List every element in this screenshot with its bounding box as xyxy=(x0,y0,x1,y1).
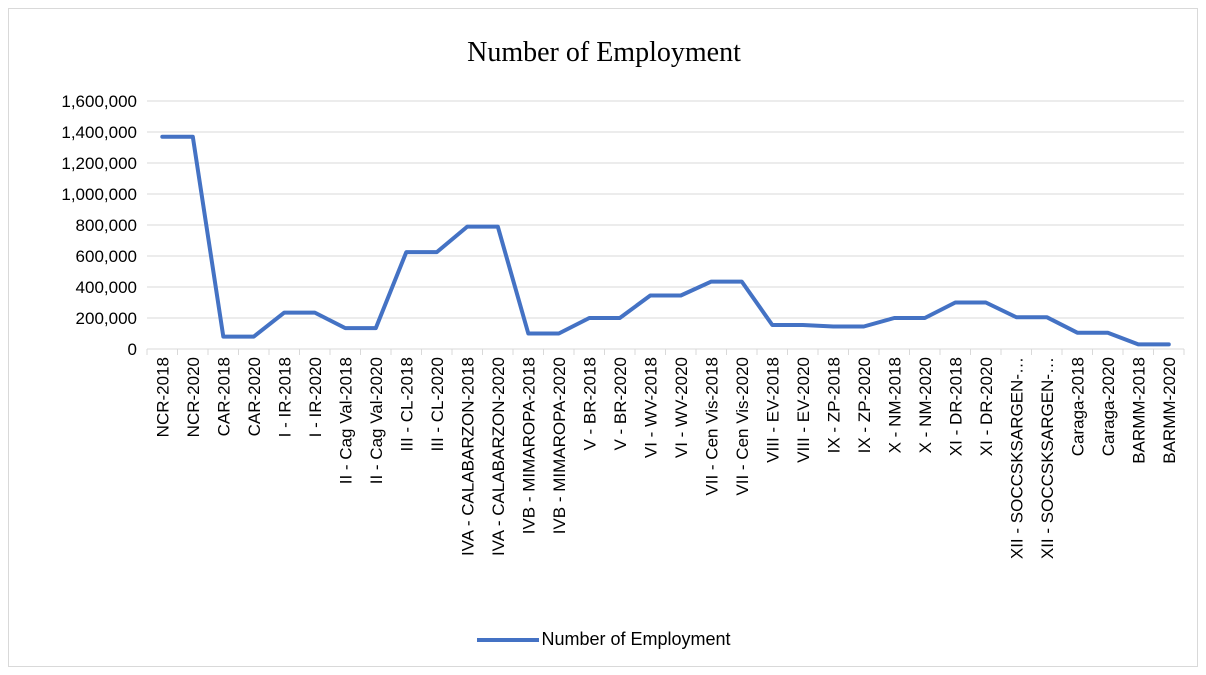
x-tick-label: IVB - MIMAROPA-2020 xyxy=(550,357,569,534)
y-tick-label: 200,000 xyxy=(76,309,137,328)
x-tick-label: II - Cag Val-2018 xyxy=(336,357,355,484)
x-tick-label: I - IR-2020 xyxy=(306,357,325,437)
x-tick-label: CAR-2020 xyxy=(245,357,264,436)
x-tick-label: VI - WV-2020 xyxy=(672,357,691,458)
series-line xyxy=(160,134,1171,347)
x-tick-label: VIII - EV-2018 xyxy=(763,357,782,463)
y-tick-label: 0 xyxy=(128,340,137,359)
x-tick-label: VIII - EV-2020 xyxy=(794,357,813,463)
x-tick-label: VII - Cen Vis-2018 xyxy=(702,357,721,496)
chart-frame: Number of Employment 0 200,000 400,000 600,… xyxy=(8,8,1198,667)
x-tick-label: III - CL-2020 xyxy=(428,357,447,452)
x-tick-label: Caraga-2020 xyxy=(1099,357,1118,456)
chart-title: Number of Employment xyxy=(467,37,741,68)
x-tick-label: XII - SOCCSKSARGEN-… xyxy=(1007,357,1026,559)
x-tick-label: NCR-2020 xyxy=(184,357,203,437)
x-tick-label: IVA - CALABARZON-2020 xyxy=(489,357,508,556)
x-tick-label: X - NM-2018 xyxy=(885,357,904,453)
x-tick-label: I - IR-2018 xyxy=(275,357,294,437)
x-tick-label: VI - WV-2018 xyxy=(641,357,660,458)
y-tick-label: 600,000 xyxy=(76,247,137,266)
y-tick-label: 1,200,000 xyxy=(61,154,137,173)
x-tick-label: III - CL-2018 xyxy=(397,357,416,452)
y-tick-label: 1,600,000 xyxy=(61,92,137,111)
x-tick-label: V - BR-2020 xyxy=(611,357,630,451)
y-tick-label: 1,000,000 xyxy=(61,185,137,204)
legend-swatch xyxy=(477,637,540,642)
x-tick-label: VII - Cen Vis-2020 xyxy=(733,357,752,496)
y-tick-label: 400,000 xyxy=(76,278,137,297)
x-tick-label: BARMM-2018 xyxy=(1129,357,1148,464)
x-tick-label: XI - DR-2020 xyxy=(977,357,996,456)
x-tick-label: IX - ZP-2020 xyxy=(855,357,874,453)
x-tick-label: V - BR-2018 xyxy=(580,357,599,451)
x-tick-label: IVB - MIMAROPA-2018 xyxy=(519,357,538,534)
x-tick-label: XII - SOCCSKSARGEN-… xyxy=(1038,357,1057,559)
legend: Number of Employment xyxy=(9,629,1199,650)
x-tick-label: IX - ZP-2018 xyxy=(824,357,843,453)
x-tick-label: X - NM-2020 xyxy=(916,357,935,453)
x-tick-label: IVA - CALABARZON-2018 xyxy=(458,357,477,556)
x-tick-label: II - Cag Val-2020 xyxy=(367,357,386,484)
y-tick-label: 1,400,000 xyxy=(61,123,137,142)
plot-area: 0 200,000 400,000 600,000 800,000 1,000,000 1,… xyxy=(61,92,1185,559)
legend-label: Number of Employment xyxy=(541,629,731,649)
x-tick-label: CAR-2018 xyxy=(214,357,233,436)
x-tick-label: Caraga-2018 xyxy=(1068,357,1087,456)
x-tick-label: NCR-2018 xyxy=(153,357,172,437)
y-tick-label: 800,000 xyxy=(76,216,137,235)
x-tick-label: BARMM-2020 xyxy=(1160,357,1179,464)
x-tick-label: XI - DR-2018 xyxy=(946,357,965,456)
